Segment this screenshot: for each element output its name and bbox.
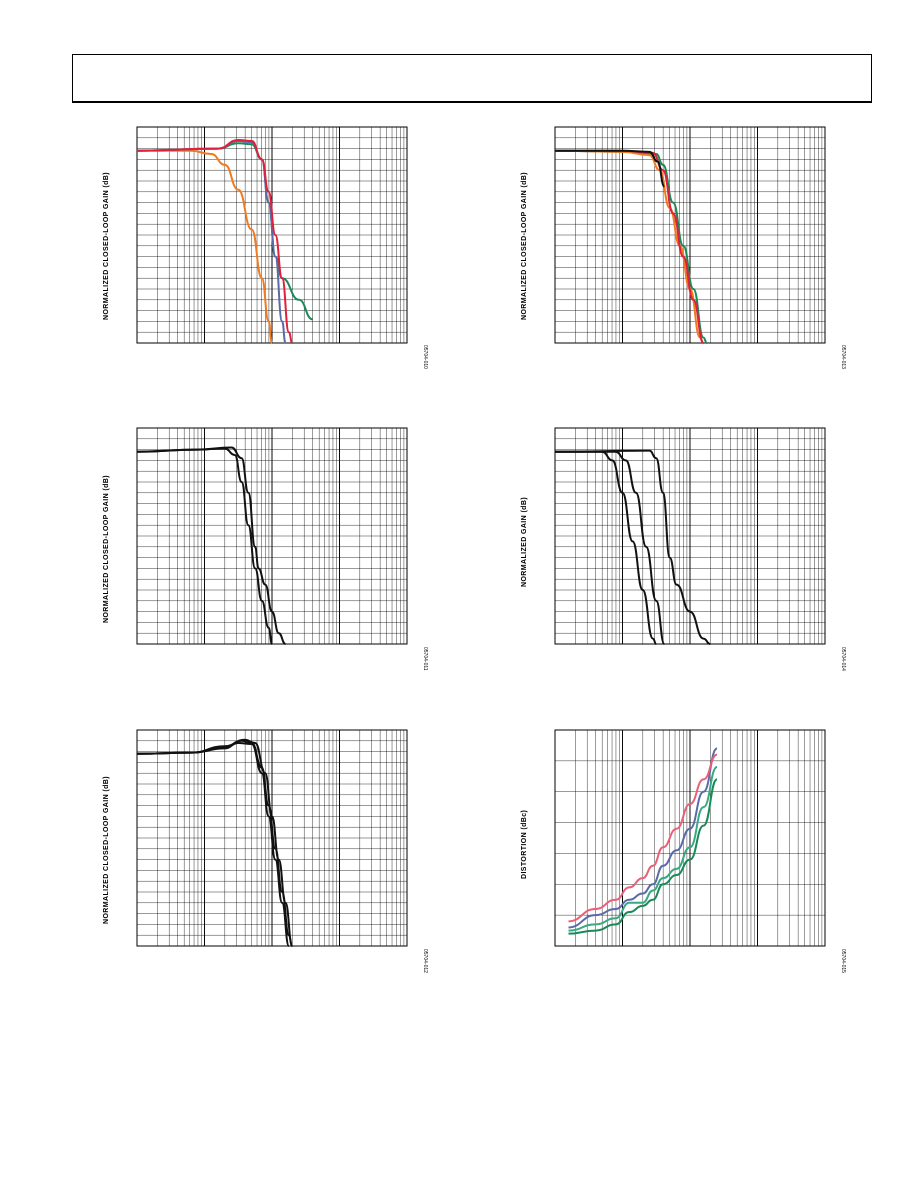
series-line xyxy=(136,446,286,645)
series-line xyxy=(136,138,294,344)
y-axis-label-6: DISTORTION (dBc) xyxy=(521,809,528,879)
chart-panel-6 xyxy=(554,729,826,947)
series-line xyxy=(555,450,657,645)
series-line xyxy=(554,149,708,344)
series-line xyxy=(554,449,711,645)
series-line xyxy=(136,447,273,645)
series-line xyxy=(136,741,290,947)
series-line xyxy=(568,747,718,929)
series-line xyxy=(568,766,718,932)
grid xyxy=(554,126,826,344)
y-axis-label-5: NORMALIZED CLOSED-LOOP GAIN (dB) xyxy=(103,776,110,924)
y-axis-label-4: NORMALIZED GAIN (dB) xyxy=(521,496,528,587)
y-axis-label-3: NORMALIZED CLOSED-LOOP GAIN (dB) xyxy=(103,475,110,623)
chart-panel-2 xyxy=(554,126,826,344)
series-line xyxy=(555,149,666,188)
chart-panel-3 xyxy=(136,427,408,645)
y-axis-label-2: NORMALIZED CLOSED-LOOP GAIN (dB) xyxy=(521,172,528,320)
grid xyxy=(554,427,826,645)
grid xyxy=(554,729,826,947)
grid xyxy=(136,126,408,344)
series-line xyxy=(568,778,718,935)
figure-code-5: 05704-012 xyxy=(422,949,428,973)
grid xyxy=(136,729,408,947)
grid xyxy=(136,427,408,645)
figure-code-2: 05704-013 xyxy=(840,345,846,369)
chart-panel-4 xyxy=(554,427,826,645)
series-line xyxy=(136,140,287,344)
series-line xyxy=(554,149,704,344)
figure-code-6: 05704-015 xyxy=(840,949,846,973)
figure-code-4: 05704-014 xyxy=(840,647,846,671)
figure-code-1: 05704-010 xyxy=(422,345,428,369)
series-line xyxy=(136,738,294,947)
series-line xyxy=(568,753,718,923)
page-header xyxy=(72,54,872,103)
series-line xyxy=(137,149,273,344)
y-axis-label-1: NORMALIZED CLOSED-LOOP GAIN (dB) xyxy=(103,172,110,320)
figure-code-3: 05704-011 xyxy=(422,647,428,671)
chart-panel-1 xyxy=(136,126,408,344)
chart-panel-5 xyxy=(136,729,408,947)
